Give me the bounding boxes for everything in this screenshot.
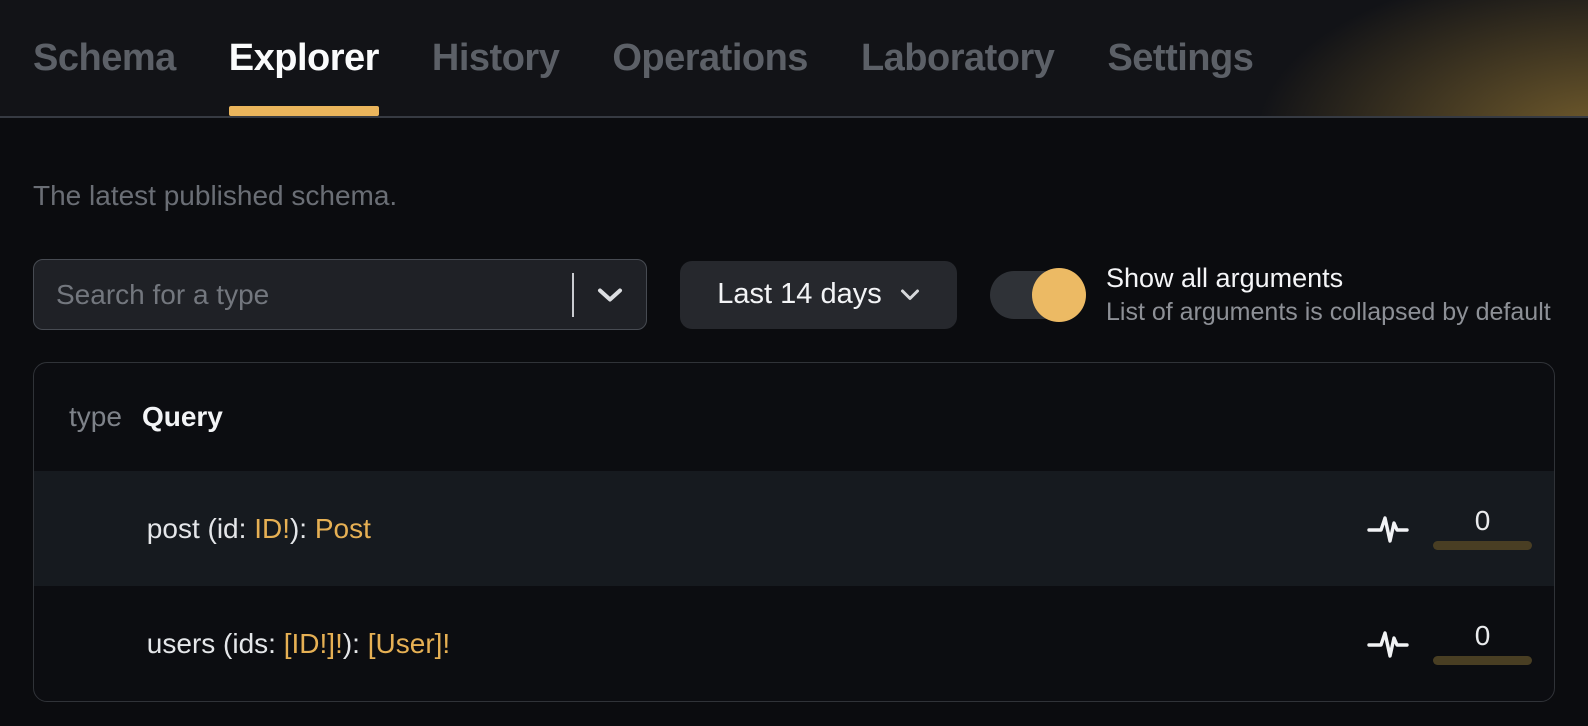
field-signature: users (ids: [ID!]!): [User]! [69,596,450,692]
toggle-knob [1032,267,1086,322]
show-all-arguments-toggle[interactable] [990,267,1086,322]
type-search-combobox[interactable] [33,259,647,330]
field-text: post (id: [146,512,255,544]
chevron-down-icon [598,288,622,301]
field-row-users[interactable]: users (ids: [ID!]!): [User]! 0 [34,586,1554,701]
activity-pulse-icon[interactable] [1367,627,1409,661]
tab-settings[interactable]: Settings [1107,36,1254,79]
search-dropdown-button[interactable] [574,260,646,329]
type-card-header: type Query [34,363,1554,471]
top-nav: Schema Explorer History Operations Labor… [0,0,1588,118]
field-text: users (ids: [146,627,284,659]
type-keyword: type [69,401,122,432]
schema-subtitle: The latest published schema. [33,180,398,211]
field-usage: 0 [1367,507,1532,550]
search-input[interactable] [34,260,572,329]
tab-history[interactable]: History [431,36,560,79]
date-range-label: Last 14 days [717,278,882,310]
toggle-label: Show all arguments [1106,262,1344,293]
field-arg-type: ID! [254,512,290,544]
tab-laboratory[interactable]: Laboratory [860,36,1055,79]
field-signature: post (id: ID!): Post [69,481,371,577]
tab-schema[interactable]: Schema [33,36,176,79]
toggle-text-block: Show all arguments List of arguments is … [1106,262,1551,327]
usage-count: 0 [1474,505,1491,536]
chevron-down-icon [900,289,919,300]
type-card: type Query post (id: ID!): Post 0 [33,362,1555,702]
search-divider [572,272,574,317]
activity-pulse-icon[interactable] [1367,512,1409,546]
date-range-button[interactable]: Last 14 days [680,260,957,329]
usage-stat: 0 [1433,622,1532,665]
field-text: ): [289,512,315,544]
field-arg-type: [ID!]! [283,627,343,659]
controls-row: Last 14 days Show all arguments List of … [33,259,1555,330]
usage-bar [1433,541,1532,550]
type-name: Query [141,401,223,432]
usage-count: 0 [1474,620,1491,651]
field-return-type: Post [314,512,371,544]
field-return-type: [User]! [367,627,451,659]
toggle-description: List of arguments is collapsed by defaul… [1106,298,1551,327]
usage-bar [1433,656,1532,665]
tab-operations[interactable]: Operations [612,36,808,79]
field-usage: 0 [1367,622,1532,665]
tab-explorer[interactable]: Explorer [228,0,379,116]
main-content: The latest published schema. Last 14 day… [0,180,1588,702]
field-row-post[interactable]: post (id: ID!): Post 0 [34,471,1554,586]
usage-stat: 0 [1433,507,1532,550]
field-text: ): [342,627,368,659]
